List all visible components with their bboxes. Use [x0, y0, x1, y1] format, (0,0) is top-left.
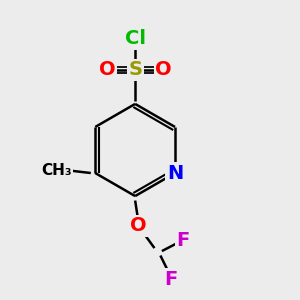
- Text: F: F: [164, 270, 177, 289]
- Text: F: F: [176, 231, 189, 250]
- Text: N: N: [167, 164, 183, 182]
- Text: CH₃: CH₃: [41, 163, 72, 178]
- Text: O: O: [130, 216, 146, 235]
- Text: O: O: [99, 60, 115, 79]
- Text: Cl: Cl: [124, 29, 146, 48]
- Text: O: O: [155, 60, 172, 79]
- Text: S: S: [128, 60, 142, 79]
